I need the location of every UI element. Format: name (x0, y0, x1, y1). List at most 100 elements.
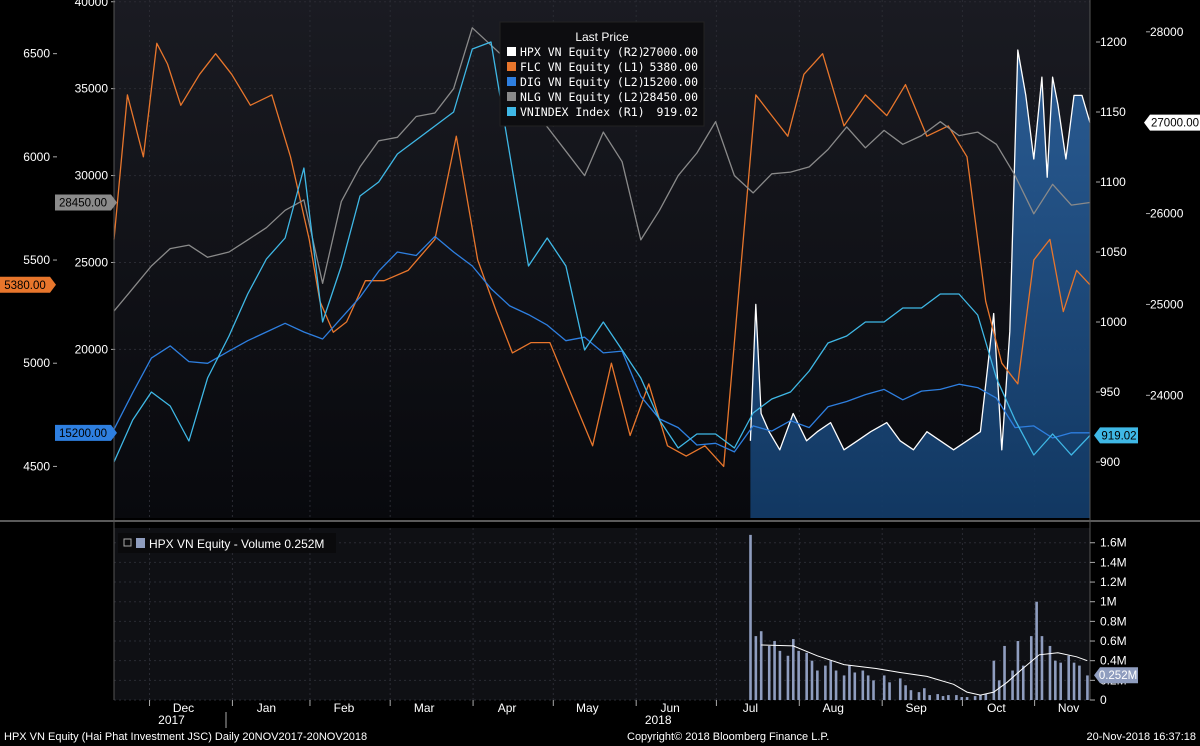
series-line-dig (113, 235, 1090, 453)
volume-bar (992, 660, 996, 700)
series-line-nlg (113, 27, 1091, 312)
volume-bar (1011, 670, 1014, 700)
volume-bar (797, 650, 800, 700)
volume-swatch (136, 538, 145, 548)
volume-bar (936, 694, 939, 700)
axis-L2-tick: 30000 (75, 169, 109, 183)
volume-bar (973, 696, 977, 700)
volume-bar (898, 678, 902, 700)
axis-R1-tick: 1000 (1100, 315, 1127, 329)
value-tag-bg (1144, 114, 1200, 131)
volume-bar (1067, 655, 1071, 700)
axis-L2-tick: 35000 (75, 82, 109, 96)
value-tag-nlg: 28450.00 (55, 194, 117, 211)
vol-axis-tick: 1M (1100, 595, 1117, 609)
legend-swatch (507, 92, 516, 101)
axis-R1-tick: 1050 (1100, 245, 1127, 259)
value-tag-text: 919.02 (1101, 430, 1136, 442)
x-tick-Nov: Nov (1058, 701, 1079, 715)
last-value-tags: 5380.00 28450.00 15200.00 919.02 27000.00 0.2… (0, 114, 1200, 684)
volume-legend-label: HPX VN Equity - Volume 0.252M (149, 537, 324, 551)
volume-bar (1072, 662, 1076, 700)
axis-L1-tick: 6500 (23, 47, 50, 61)
footer-security: HPX VN Equity (Hai Phat Investment JSC) … (4, 731, 368, 743)
volume-bar (791, 639, 795, 700)
axis-L2-tick: 20000 (75, 342, 109, 356)
volume-bar (984, 694, 988, 700)
value-tag-bg (1094, 667, 1138, 684)
axis-L2-tick: 25000 (75, 255, 109, 269)
series-line-hpx (749, 49, 1091, 451)
legend-value: 15200.00 (643, 75, 698, 89)
x-axis-labels: Dec Jan Feb Mar Apr May Jun Jul Aug Sep Oct Nov 2017… (149, 700, 1079, 728)
volume-bar (904, 685, 907, 700)
legend-swatch (507, 107, 516, 116)
volume-bar (866, 675, 870, 700)
legend-swatch (507, 77, 516, 86)
volume-bar (941, 696, 945, 700)
value-tag-vnindex: 919.02 (1094, 427, 1138, 444)
volume-bar (861, 670, 865, 700)
volume-bar (749, 534, 752, 700)
legend-swatch (507, 62, 516, 71)
price-legend[interactable]: Last Price HPX VN Equity (R2)27000.00FLC… (499, 21, 705, 127)
axis-R2-tick: 25000 (1150, 297, 1184, 311)
axis-L1-tick: 4500 (23, 459, 50, 473)
legend-name: NLG VN Equity (L2) (520, 90, 645, 104)
volume-grid (114, 528, 1090, 701)
vol-axis-tick: 0.6M (1100, 634, 1127, 648)
legend-name: DIG VN Equity (L2) (520, 75, 645, 89)
volume-bar (872, 680, 875, 700)
axis-R1-tick: 1100 (1100, 175, 1126, 189)
volume-bar (1040, 636, 1044, 700)
volume-bar (759, 631, 763, 700)
value-tag-bg (0, 276, 56, 293)
volume-bar (917, 692, 921, 700)
footer-copyright: Copyright© 2018 Bloomberg Finance L.P. (627, 731, 830, 743)
value-tag-hpx: 27000.00 (1144, 114, 1200, 131)
volume-bar (767, 645, 771, 700)
volume-bar (965, 697, 969, 700)
legend-name: FLC VN Equity (L1) (520, 60, 645, 74)
x-tick-Jan: Jan (257, 701, 276, 715)
volume-bar (909, 690, 913, 700)
x-tick-Jul: Jul (743, 701, 758, 715)
axis-R2-tick: 28000 (1150, 25, 1184, 39)
volume-bar (947, 695, 950, 700)
volume-bar (754, 636, 758, 700)
footer: HPX VN Equity (Hai Phat Investment JSC) … (0, 728, 1200, 746)
x-tick-Feb: Feb (334, 701, 355, 715)
axis-R2-tick: 26000 (1150, 207, 1184, 221)
expand-icon[interactable] (123, 538, 132, 547)
volume-bar (816, 670, 819, 700)
axis-R1-tick: 1200 (1100, 35, 1127, 49)
x-tick-Sep: Sep (906, 701, 928, 715)
volume-bar (1059, 662, 1062, 700)
vol-axis-tick: 1.6M (1100, 536, 1127, 550)
legend-swatch (507, 47, 516, 56)
volume-bar (1078, 665, 1081, 700)
footer-timestamp: 20-Nov-2018 16:37:18 (1086, 731, 1196, 743)
axis-L2-tick: 40000 (75, 0, 109, 9)
volume-bar (810, 660, 814, 700)
legend-name: HPX VN Equity (R2) (520, 45, 645, 59)
x-tick-Apr: Apr (498, 701, 517, 715)
volume-legend-box (118, 533, 336, 553)
bloomberg-chart: 6500 6000 5500 5000 4500 40000 35000 30000 25000… (0, 0, 1200, 728)
x-year-2017: 2017 (158, 713, 185, 727)
x-tick-Aug: Aug (823, 701, 844, 715)
volume-bar (1054, 660, 1057, 700)
volume-bar (955, 695, 958, 700)
price-series-lines (113, 27, 1091, 468)
value-tag-flc: 5380.00 (0, 276, 56, 293)
volume-bar (848, 665, 851, 700)
vol-axis-tick: 1.2M (1100, 575, 1127, 589)
volume-legend[interactable]: HPX VN Equity - Volume 0.252M (118, 533, 336, 553)
volume-bar (928, 695, 931, 700)
volume-bar (786, 655, 790, 700)
x-tick-May: May (576, 701, 599, 715)
volume-bar (805, 652, 808, 700)
volume-plot-area (114, 528, 1090, 700)
volume-bar (979, 695, 982, 700)
